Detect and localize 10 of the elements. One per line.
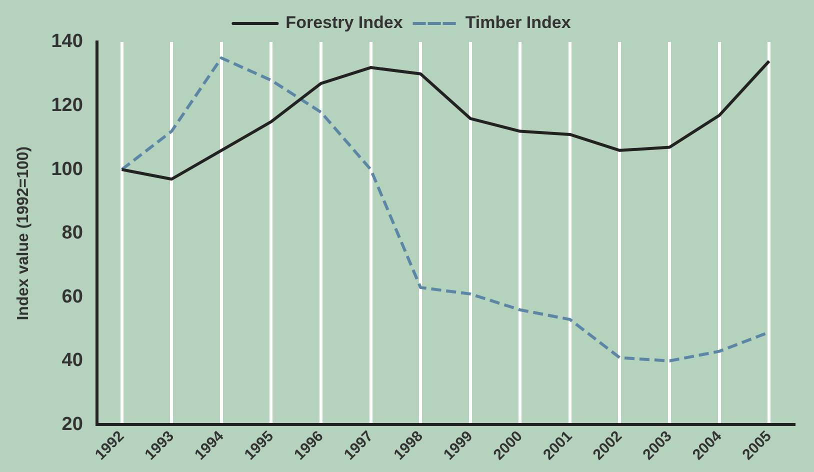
y-tick-label: 20 bbox=[62, 414, 83, 435]
y-tick-label: 140 bbox=[51, 31, 83, 52]
y-tick-label: 40 bbox=[62, 350, 83, 372]
y-tick-label: 80 bbox=[62, 222, 83, 244]
y-tick-label: 60 bbox=[62, 286, 83, 308]
legend-label: Forestry Index bbox=[286, 13, 404, 32]
y-axis-title: Index value (1992=100) bbox=[15, 146, 32, 320]
legend-label: Timber Index bbox=[465, 13, 572, 32]
y-tick-label: 100 bbox=[51, 158, 83, 180]
y-tick-label: 120 bbox=[51, 95, 83, 116]
